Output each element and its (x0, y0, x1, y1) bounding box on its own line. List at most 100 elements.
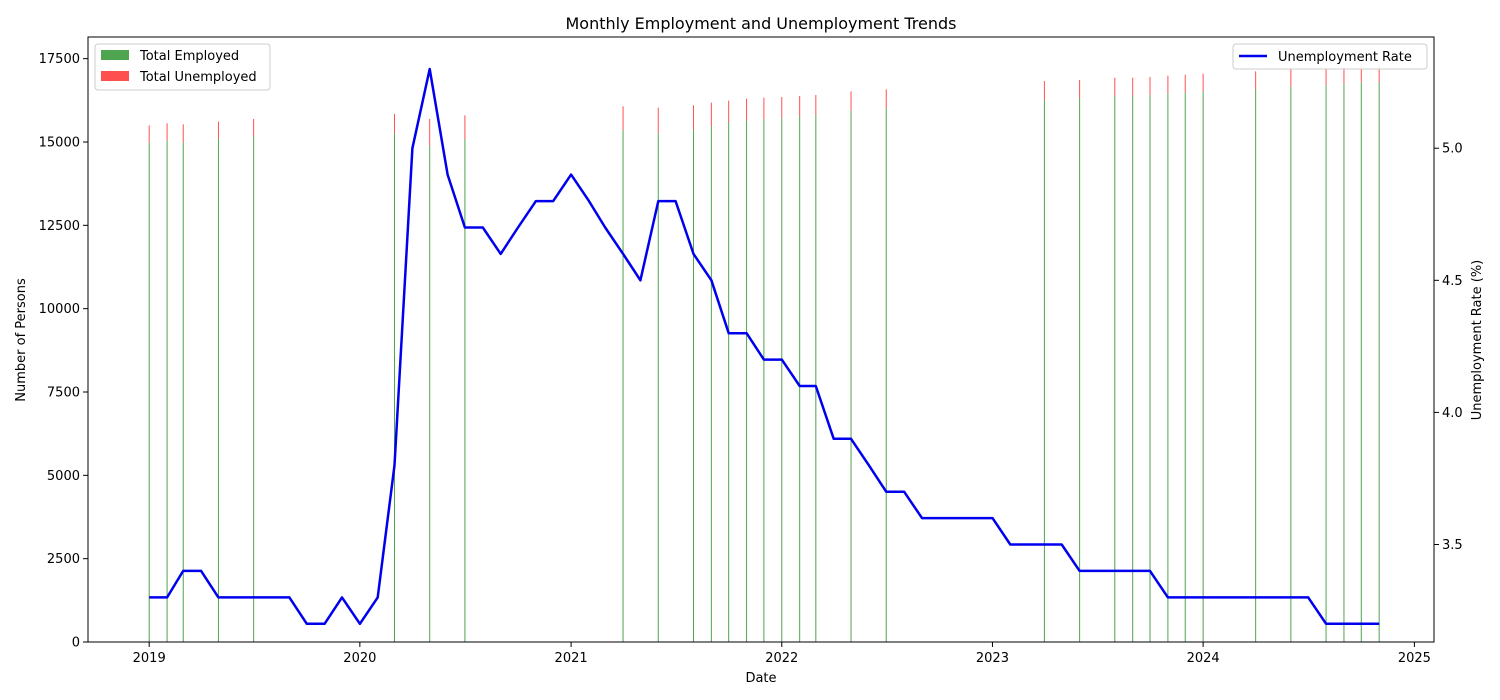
bar-employed (182, 142, 184, 642)
bar-unemployed (1114, 77, 1116, 96)
bar-employed (1184, 92, 1186, 642)
bar-unemployed (710, 102, 712, 126)
bar-unemployed (1325, 67, 1327, 85)
legend-employed-label: Total Employed (139, 49, 239, 64)
x-tick-label: 2021 (555, 651, 588, 666)
bar-employed (1378, 82, 1380, 642)
bar-employed (710, 126, 712, 642)
bar-unemployed (1043, 81, 1045, 101)
bar-unemployed (464, 115, 466, 140)
bar-employed (728, 122, 730, 643)
bar-employed (763, 119, 765, 643)
y-tick-label: 17500 (39, 52, 80, 67)
bar-unemployed (799, 96, 801, 116)
bar-unemployed (182, 124, 184, 142)
y-axis-label: Number of Persons (14, 278, 29, 402)
y-tick-label: 15000 (39, 136, 80, 151)
bar-unemployed (1184, 74, 1186, 93)
bar-employed (1149, 95, 1151, 642)
bar-unemployed (253, 119, 255, 136)
bar-unemployed (1378, 65, 1380, 82)
bar-unemployed (429, 119, 431, 146)
bar-employed (1360, 82, 1362, 642)
x-tick-label: 2019 (133, 651, 166, 666)
bar-unemployed (1360, 66, 1362, 83)
y2-tick-label: 4.5 (1442, 274, 1463, 289)
bar-employed (393, 133, 395, 643)
y-tick-label: 10000 (39, 302, 80, 317)
bar-employed (850, 110, 852, 643)
bar-employed (815, 115, 817, 642)
bar-employed (429, 145, 431, 642)
y-tick-label: 12500 (39, 219, 80, 234)
bar-employed (746, 120, 748, 642)
x-tick-label: 2020 (343, 651, 376, 666)
legend-line: Unemployment Rate (1232, 43, 1428, 70)
bar-unemployed (1202, 73, 1204, 92)
bar-unemployed (1343, 66, 1345, 84)
x-tick-label: 2024 (1187, 651, 1220, 666)
legend-unemployed-label: Total Unemployed (139, 70, 257, 85)
y-axis-left: 0 2500 5000 7500 10000 12500 15000 17500 (39, 52, 88, 651)
bar-unemployed (885, 89, 887, 108)
legend-bars: Total Employed Total Unemployed (94, 43, 271, 91)
y-axis-right: 3.5 4.0 4.5 5.0 (1434, 142, 1463, 553)
bar-unemployed (746, 98, 748, 121)
x-tick-label: 2022 (765, 651, 798, 666)
bar-employed (1290, 86, 1292, 642)
bar-unemployed (815, 95, 817, 115)
y-tick-label: 5000 (47, 469, 80, 484)
bar-unemployed (728, 100, 730, 123)
bar-unemployed (1167, 75, 1169, 94)
bar-unemployed (1079, 80, 1081, 99)
bar-employed (148, 142, 150, 642)
bar-employed (464, 139, 466, 643)
bar-unemployed (166, 123, 168, 141)
bar-employed (885, 108, 887, 642)
bar-employed (1343, 83, 1345, 643)
bar-employed (1079, 98, 1081, 643)
bar-employed (622, 130, 624, 643)
y-tick-label: 2500 (47, 552, 80, 567)
bar-unemployed (692, 105, 694, 130)
bar-unemployed (1132, 77, 1134, 96)
bar-employed (1043, 100, 1045, 643)
line-layer (149, 67, 1380, 626)
bar-employed (1167, 93, 1169, 643)
bar-employed (781, 118, 783, 642)
bar-unemployed (657, 107, 659, 134)
bar-unemployed (1290, 69, 1292, 87)
bar-unemployed (148, 125, 150, 143)
plot-frame (87, 36, 1435, 643)
legend-employed-swatch (101, 50, 129, 60)
bar-employed (1325, 84, 1327, 642)
legend-rate-label: Unemployment Rate (1278, 50, 1412, 65)
bar-employed (253, 136, 255, 642)
bar-employed (692, 129, 694, 643)
chart-title: Monthly Employment and Unemployment Tren… (565, 14, 956, 33)
bar-employed (217, 138, 219, 642)
x-axis: 2019 2020 2021 2022 2023 2024 2025 (133, 642, 1431, 666)
bar-employed (1132, 95, 1134, 642)
bar-unemployed (763, 97, 765, 120)
bar-unemployed (781, 97, 783, 118)
y2-axis-label: Unemployment Rate (%) (1470, 260, 1485, 421)
y2-tick-label: 3.5 (1442, 538, 1463, 553)
legend-unemployed-swatch (101, 71, 129, 81)
y2-tick-label: 5.0 (1442, 142, 1463, 157)
y2-tick-label: 4.0 (1442, 406, 1463, 421)
bar-employed (1202, 91, 1204, 642)
y-tick-label: 7500 (47, 386, 80, 401)
bar-unemployed (393, 114, 395, 134)
x-tick-label: 2025 (1398, 651, 1431, 666)
x-axis-label: Date (745, 671, 776, 686)
bar-employed (657, 133, 659, 643)
bar-unemployed (850, 91, 852, 111)
bar-unemployed (217, 121, 219, 139)
bar-employed (166, 140, 168, 642)
bar-unemployed (622, 106, 624, 131)
legend-bars-box (94, 43, 271, 91)
bar-unemployed (1255, 71, 1257, 89)
